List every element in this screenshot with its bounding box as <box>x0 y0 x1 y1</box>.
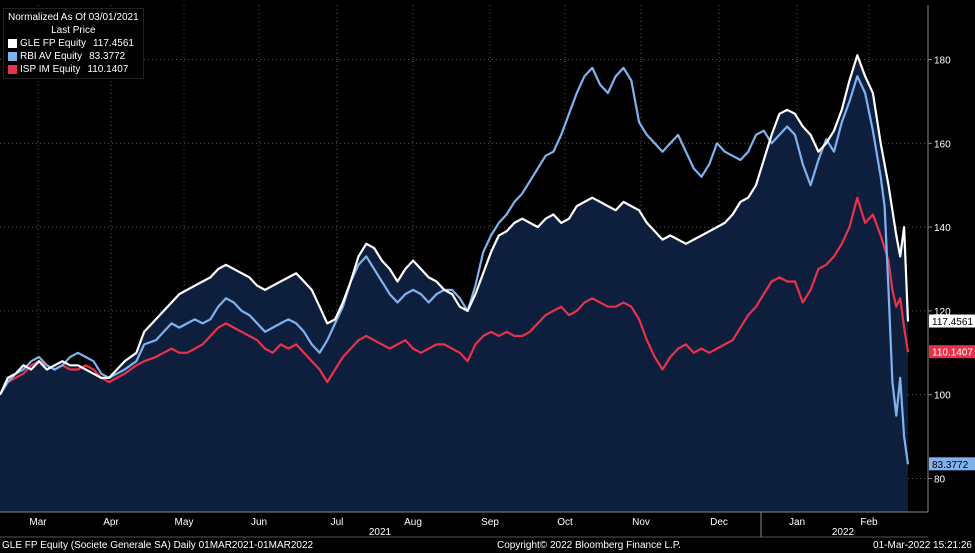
legend-value-isp: 110.1407 <box>87 64 129 75</box>
last-value-box-rbi <box>929 457 975 471</box>
y-tick-label: 180 <box>934 55 951 66</box>
legend-value-rbi: 83.3772 <box>89 51 126 62</box>
footer-timestamp: 01-Mar-2022 15:21:26 <box>873 540 972 551</box>
legend-swatch-isp <box>8 65 17 74</box>
legend-item-gle: GLE FP Equity 117.4561 <box>8 37 139 50</box>
legend-label-gle: GLE FP Equity <box>20 38 86 49</box>
y-tick-label: 120 <box>934 307 951 318</box>
y-tick-label: 160 <box>934 139 951 150</box>
legend-label-rbi: RBI AV Equity <box>20 51 83 62</box>
y-tick-label: 140 <box>934 223 951 234</box>
y-tick-label: 100 <box>934 391 951 402</box>
series-line-gle <box>0 54 910 396</box>
x-tick-label: Oct <box>557 517 573 528</box>
series-line-isp <box>0 196 910 396</box>
legend-label-isp: ISP IM Equity <box>20 64 81 75</box>
last-value-label-rbi: 83.3772 <box>932 460 969 471</box>
footer-copyright: Copyright© 2022 Bloomberg Finance L.P. <box>497 540 681 551</box>
legend-swatch-gle <box>8 39 17 48</box>
x-tick-label: Jul <box>331 517 344 528</box>
last-value-box-isp <box>929 345 975 359</box>
x-tick-label: Sep <box>481 517 499 528</box>
legend-value-gle: 117.4561 <box>92 38 134 49</box>
x-tick-label: Jun <box>251 517 267 528</box>
legend: Normalized As Of 03/01/2021 Last Price G… <box>3 8 144 79</box>
series-line-rbi <box>0 66 910 465</box>
legend-item-isp: ISP IM Equity 110.1407 <box>8 63 139 76</box>
x-tick-label: Nov <box>632 517 650 528</box>
last-value-box-gle <box>929 314 975 328</box>
year-label: 2022 <box>832 527 855 538</box>
x-tick-label: May <box>175 517 194 528</box>
footer-security: GLE FP Equity (Societe Generale SA) Dail… <box>2 540 314 551</box>
year-label: 2021 <box>369 527 392 538</box>
y-tick-label: 80 <box>934 474 946 485</box>
last-value-label-isp: 110.1407 <box>932 348 973 359</box>
x-tick-label: Apr <box>103 517 119 528</box>
legend-subtitle: Last Price <box>51 25 96 36</box>
x-tick-label: Feb <box>860 517 878 528</box>
legend-swatch-rbi <box>8 52 17 61</box>
x-tick-label: Mar <box>29 517 47 528</box>
footer: GLE FP Equity (Societe Generale SA) Dail… <box>0 539 975 553</box>
x-tick-label: Aug <box>404 517 422 528</box>
series-area-gle <box>0 55 908 513</box>
legend-title: Normalized As Of 03/01/2021 <box>8 12 139 23</box>
last-value-label-gle: 117.4561 <box>932 317 973 328</box>
legend-item-rbi: RBI AV Equity 83.3772 <box>8 50 139 63</box>
x-tick-label: Dec <box>710 517 728 528</box>
x-tick-label: Jan <box>789 517 805 528</box>
